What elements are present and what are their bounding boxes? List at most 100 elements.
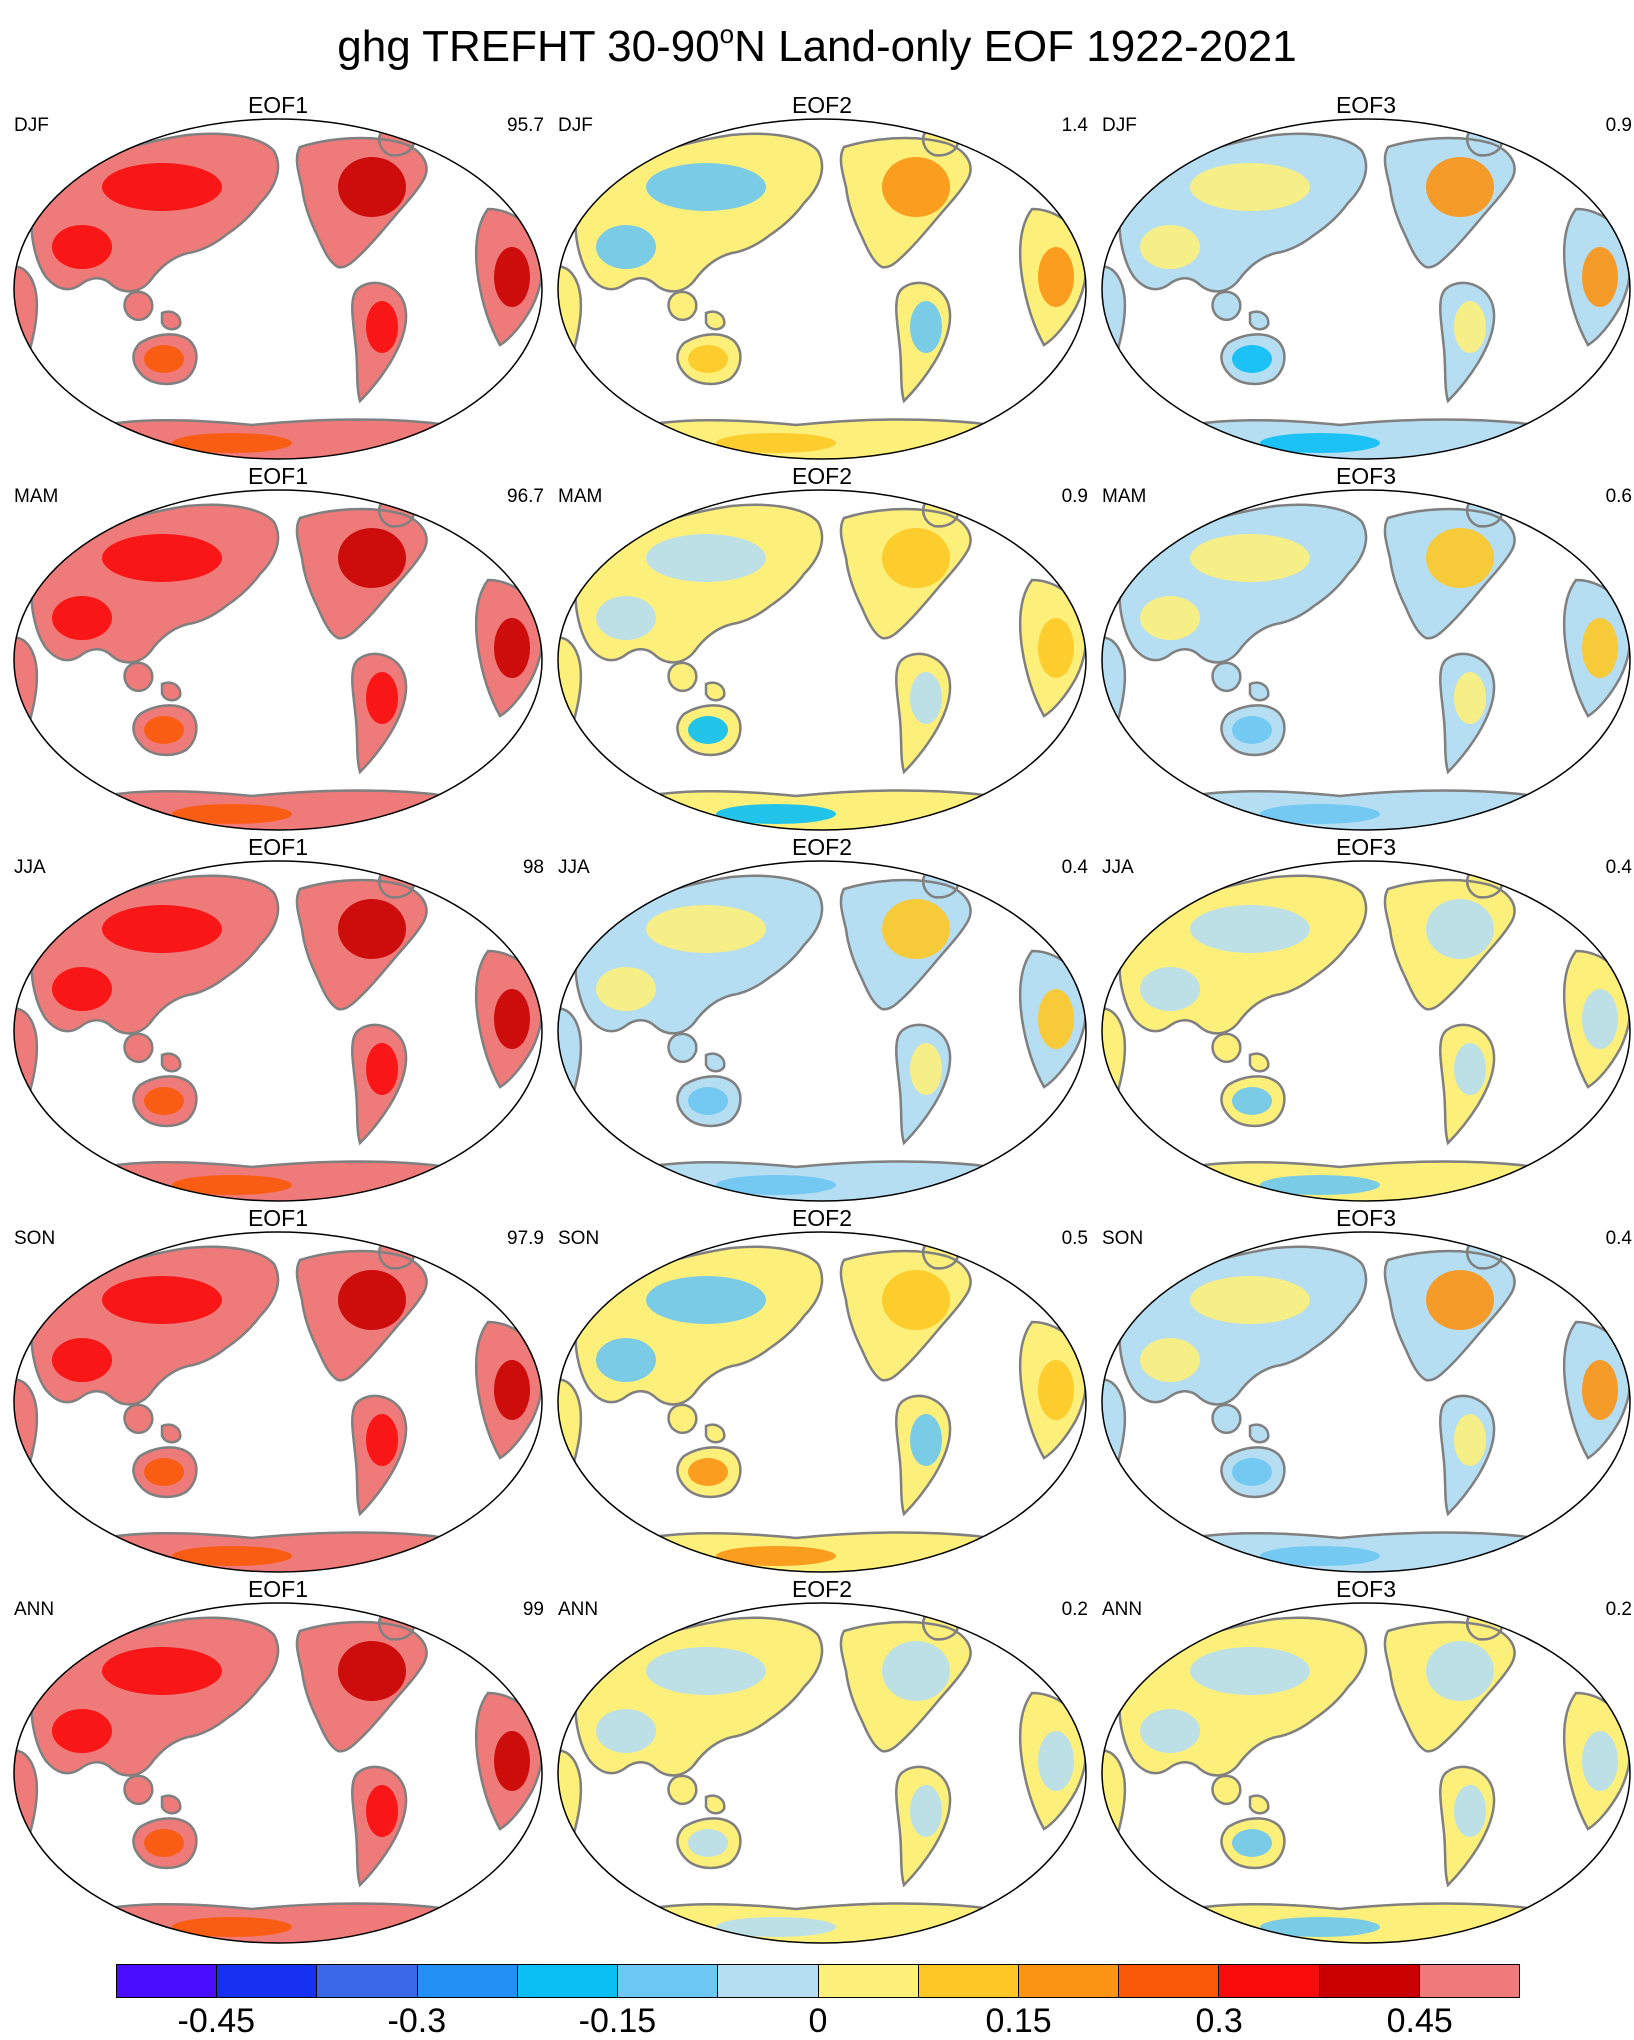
variance-explained: 0.5 <box>1061 1228 1088 1249</box>
anomaly-patch <box>596 967 656 1011</box>
colorbar-box <box>718 1965 819 1997</box>
coastline-australia <box>676 1075 742 1128</box>
panel-title: EOF3 <box>1335 834 1397 860</box>
anomaly-patch <box>1170 1181 1250 1197</box>
anomaly-patch <box>716 804 836 824</box>
anomaly-patch <box>1260 1917 1380 1937</box>
anomaly-patch <box>52 967 112 1011</box>
season-label: JJA <box>14 857 46 878</box>
coastline-namerica <box>295 878 428 1011</box>
season-label: SON <box>1102 1228 1144 1249</box>
coastline-samerica <box>1439 1394 1496 1517</box>
anomaly-patch <box>646 534 766 582</box>
coastline-samerica <box>895 281 952 404</box>
colorbar-tick-label: 0.45 <box>1386 2002 1453 2040</box>
anomaly-patch <box>102 905 222 953</box>
variance-explained: 96.7 <box>507 486 544 507</box>
map-panel: EOF3 MAM 0.6 <box>1094 464 1634 835</box>
colorbar-tick-label: 0.3 <box>1195 2002 1243 2040</box>
colorbar-box <box>1319 1965 1420 1997</box>
anomaly-patch <box>646 1647 766 1695</box>
season-label: JJA <box>1102 857 1134 878</box>
panel-title: EOF3 <box>1335 1205 1397 1231</box>
anomaly-patch <box>626 1923 706 1939</box>
coastline-samerica <box>351 1023 408 1146</box>
anomaly-patch <box>338 157 406 217</box>
anomaly-patch <box>82 1552 162 1568</box>
anomaly-patch <box>1426 528 1494 588</box>
season-label: ANN <box>14 1599 55 1620</box>
anomaly-patch <box>688 1087 728 1115</box>
anomaly-patch <box>1232 716 1272 744</box>
anomaly-patch <box>596 225 656 269</box>
anomaly-patch <box>1582 1731 1618 1791</box>
anomaly-patch <box>102 1276 222 1324</box>
map-boundary <box>1101 118 1631 460</box>
colorbar-box <box>1018 1965 1120 1997</box>
season-label: DJF <box>558 115 593 136</box>
anomaly-patch <box>882 899 950 959</box>
world-map <box>13 1231 543 1573</box>
map-panel: EOF1 MAM 96.7 <box>6 464 550 835</box>
coastline-samerica <box>351 1394 408 1517</box>
anomaly-patch <box>172 1546 292 1566</box>
anomaly-patch <box>1038 1731 1074 1791</box>
coastline-samerica <box>895 1023 952 1146</box>
map-panel: EOF1 DJF 95.7 <box>6 93 550 464</box>
coastline-australia <box>676 1446 742 1499</box>
world-map <box>13 860 543 1202</box>
panel-title: EOF2 <box>791 92 853 118</box>
anomaly-patch <box>882 1641 950 1701</box>
panel-title: EOF3 <box>1335 463 1397 489</box>
anomaly-patch <box>596 1709 656 1753</box>
anomaly-patch <box>144 716 184 744</box>
map-boundary <box>557 489 1087 831</box>
map-panel: EOF1 JJA 98 <box>6 835 550 1206</box>
anomaly-patch <box>1582 989 1618 1049</box>
colorbar-tick-label: -0.3 <box>387 2002 447 2040</box>
world-map <box>557 1602 1087 1944</box>
anomaly-patch <box>1170 439 1250 455</box>
land-fill-group <box>558 1603 1086 1943</box>
coastline-namerica <box>839 136 972 269</box>
coastline-australia <box>676 704 742 757</box>
season-label: SON <box>558 1228 600 1249</box>
anomaly-patch <box>716 1546 836 1566</box>
world-map <box>1101 118 1631 460</box>
coastline-eurasia <box>574 132 824 293</box>
anomaly-patch <box>366 1785 398 1837</box>
anomaly-patch <box>1260 433 1380 453</box>
coastline-namerica <box>295 507 428 640</box>
coastline-seasia <box>1211 1032 1270 1073</box>
anomaly-patch <box>1190 1276 1310 1324</box>
coastline-eurasia <box>574 503 824 664</box>
coastline-eurasia <box>30 503 280 664</box>
anomaly-patch <box>102 163 222 211</box>
colorbar-box <box>417 1965 518 1997</box>
coastline-eurasia <box>574 1245 824 1406</box>
anomaly-patch <box>172 804 292 824</box>
coastline-eurasia <box>30 132 280 293</box>
season-label: ANN <box>1102 1599 1143 1620</box>
anomaly-patch <box>688 716 728 744</box>
anomaly-patch <box>82 810 162 826</box>
anomaly-patch <box>626 439 706 455</box>
panel-title: EOF1 <box>247 463 309 489</box>
anomaly-patch <box>1190 163 1310 211</box>
coastline-namerica <box>839 878 972 1011</box>
anomaly-patch <box>1038 247 1074 307</box>
map-boundary <box>557 1602 1087 1944</box>
anomaly-patch <box>646 1276 766 1324</box>
panel-title: EOF1 <box>247 92 309 118</box>
anomaly-patch <box>82 1181 162 1197</box>
coastline-namerica <box>1383 1249 1516 1382</box>
anomaly-patch <box>494 618 530 678</box>
anomaly-patch <box>494 989 530 1049</box>
colorbar-box <box>818 1965 919 1997</box>
anomaly-patch <box>910 1414 942 1466</box>
world-map <box>13 489 543 831</box>
anomaly-patch <box>52 1709 112 1753</box>
variance-explained: 0.9 <box>1605 115 1632 136</box>
world-map <box>1101 1231 1631 1573</box>
coastline-australia <box>132 704 198 757</box>
